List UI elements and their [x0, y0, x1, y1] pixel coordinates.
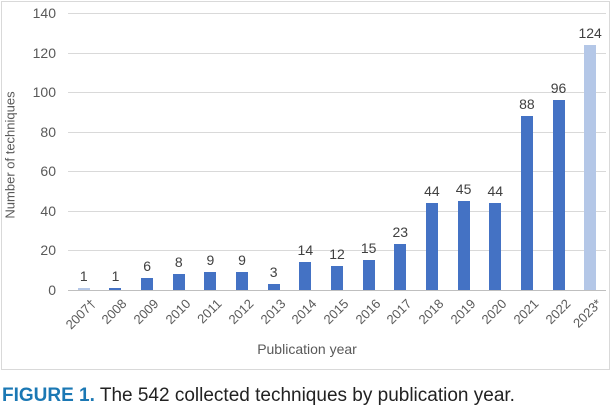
data-label: 124	[578, 24, 602, 41]
y-tick-label: 40	[40, 202, 56, 219]
caption-text: The 542 collected techniques by publicat…	[94, 385, 515, 406]
data-label: 88	[519, 95, 535, 112]
chart-frame	[1, 1, 610, 370]
bar	[299, 262, 312, 290]
bar	[141, 278, 154, 290]
data-label: 44	[424, 182, 440, 199]
bar	[172, 274, 185, 290]
bar	[552, 100, 565, 290]
gridline	[68, 171, 606, 173]
bar	[489, 202, 502, 290]
y-tick-label: 60	[40, 163, 56, 180]
bar	[362, 260, 375, 290]
gridline	[68, 131, 606, 133]
y-tick-label: 20	[40, 242, 56, 259]
gridline	[68, 210, 606, 212]
gridline	[68, 250, 606, 252]
data-label: 9	[238, 252, 246, 269]
data-label: 6	[143, 258, 151, 275]
y-tick-label: 80	[40, 123, 56, 140]
y-tick-label: 100	[32, 84, 56, 101]
x-axis-line	[68, 290, 606, 291]
bar	[520, 115, 533, 290]
bar	[77, 288, 90, 290]
bar	[394, 244, 407, 290]
bar	[236, 272, 249, 290]
data-label: 15	[360, 240, 377, 257]
y-tick-label: 0	[48, 282, 56, 298]
y-tick-label: 120	[32, 44, 56, 61]
data-label: 12	[329, 246, 345, 263]
figure-caption: FIGURE 1. The 542 collected techniques b…	[2, 385, 515, 407]
bar	[109, 288, 122, 290]
figure-label: FIGURE 1.	[2, 385, 95, 406]
bar	[584, 44, 597, 290]
y-axis-title: Number of techniques	[2, 91, 18, 219]
data-label: 8	[174, 254, 183, 271]
x-axis-title: Publication year	[257, 341, 357, 357]
gridline	[68, 52, 606, 54]
data-label: 23	[392, 224, 409, 241]
bar	[457, 200, 470, 290]
bar	[267, 284, 280, 290]
data-label: 14	[297, 242, 314, 259]
bar	[331, 266, 343, 290]
data-label: 1	[111, 268, 120, 285]
data-label: 44	[487, 182, 504, 199]
gridline	[68, 13, 606, 14]
data-label: 45	[455, 180, 472, 197]
gridline	[68, 92, 606, 94]
data-label: 3	[269, 264, 278, 281]
bar	[425, 202, 438, 290]
data-label: 9	[206, 252, 215, 269]
bar	[204, 272, 217, 290]
y-tick-label: 140	[32, 5, 56, 21]
data-label: 1	[79, 268, 88, 285]
data-label: 96	[550, 80, 567, 97]
